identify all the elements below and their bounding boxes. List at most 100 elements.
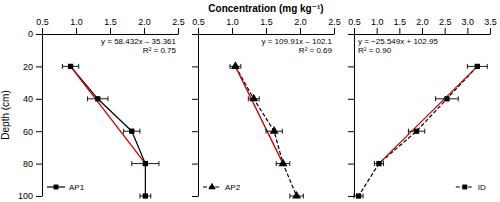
y-tick-mark [36, 196, 42, 197]
x-tick-label: 3.5 [484, 17, 497, 27]
y-tick-mark [348, 196, 354, 197]
y-tick-mark [192, 164, 198, 165]
x-tick-mark [144, 28, 145, 34]
legend-entry: ID [456, 183, 486, 192]
x-tick: 2.0 [294, 17, 307, 34]
legend-label: AP2 [225, 183, 241, 192]
y-tick [348, 164, 354, 165]
error-bars [230, 64, 303, 199]
y-axis-line [198, 35, 199, 197]
error-bars [354, 64, 487, 199]
lines [235, 66, 296, 196]
x-tick: 1.5 [104, 17, 117, 34]
panel: 0.51.01.52.02.5Concentration (mg kg⁻¹)y … [192, 3, 341, 199]
markers [356, 64, 480, 199]
y-tick-mark [192, 196, 198, 197]
legend-label: ID [478, 183, 486, 192]
y-tick [348, 34, 354, 35]
y-tick-label: 80 [23, 159, 33, 169]
y-tick [192, 34, 198, 35]
x-tick: 1.5 [394, 17, 407, 34]
x-tick-mark [445, 28, 446, 34]
error-bar [132, 161, 159, 166]
x-tick-label: 1.0 [371, 17, 384, 27]
y-tick-label: 60 [23, 127, 33, 137]
y-tick-mark [36, 131, 42, 132]
error-bar [467, 64, 487, 69]
x-tick: 2.5 [439, 17, 452, 34]
x-tick-mark [354, 28, 355, 34]
x-tick-label: 1.0 [70, 17, 83, 27]
x-tick-mark [198, 28, 199, 34]
point [231, 61, 240, 69]
legend-label: AP1 [69, 183, 85, 192]
x-tick-label: 2.5 [172, 17, 185, 27]
annotation: R² = 0.69 [299, 46, 333, 55]
x-axis: 0.51.01.52.02.5 [192, 17, 341, 35]
annotation: y = 58.432x – 35.361 [101, 37, 177, 46]
y-tick [192, 99, 198, 100]
panel: 0.51.01.52.02.53.03.5y = −25.549x + 102.… [348, 17, 497, 199]
x-tick-mark [467, 28, 468, 34]
y-tick: 80 [23, 159, 42, 169]
x-tick-label: 2.5 [439, 17, 452, 27]
point [356, 193, 361, 198]
error-bar [140, 194, 151, 199]
error-bar [124, 129, 140, 134]
y-tick [348, 66, 354, 67]
y-tick-label: 0 [28, 29, 33, 39]
lines [71, 66, 146, 196]
point [279, 158, 288, 166]
markers [68, 64, 148, 199]
x-tick-label: 2.5 [328, 17, 341, 27]
y-tick-label: 100 [18, 191, 33, 201]
x-tick-mark [422, 28, 423, 34]
y-tick: 60 [23, 127, 42, 137]
x-tick-label: 1.5 [394, 17, 407, 27]
x-tick: 0.5 [348, 17, 361, 34]
x-tick: 0.5 [192, 17, 205, 34]
x-tick: 1.0 [371, 17, 384, 34]
error-bar [408, 129, 424, 134]
y-axis: 020406080100 [18, 29, 43, 201]
x-tick-label: 2.0 [138, 17, 151, 27]
legend-marker [54, 185, 59, 190]
x-tick-label: 2.0 [416, 17, 429, 27]
y-tick-mark [192, 131, 198, 132]
x-tick: 2.0 [416, 17, 429, 34]
annotation: R² = 0.75 [143, 46, 177, 55]
x-tick-mark [334, 28, 335, 34]
x-tick-mark [377, 28, 378, 34]
y-tick [348, 196, 354, 197]
x-tick-label: 1.5 [104, 17, 117, 27]
series-line [71, 66, 146, 196]
y-tick-mark [36, 164, 42, 165]
x-tick: 1.0 [70, 17, 83, 34]
y-tick-mark [36, 34, 42, 35]
point [292, 191, 301, 199]
point [376, 161, 381, 166]
error-bar [436, 96, 459, 101]
x-tick-mark [110, 28, 111, 34]
x-axis-line [199, 34, 335, 35]
markers [231, 61, 301, 198]
y-axis-title: Depth (cm) [0, 90, 11, 139]
y-tick-mark [348, 34, 354, 35]
legend: AP1 [47, 183, 85, 192]
legend: AP2 [203, 183, 241, 192]
lines [359, 66, 478, 196]
point [143, 161, 148, 166]
y-tick-mark [192, 99, 198, 100]
y-tick: 0 [28, 29, 42, 39]
regression-line [379, 66, 477, 163]
x-tick-label: 0.5 [192, 17, 205, 27]
x-tick-label: 3.0 [462, 17, 475, 27]
x-tick-mark [42, 28, 43, 34]
y-tick-label: 20 [23, 62, 33, 72]
series-line [235, 66, 296, 196]
legend-marker [208, 183, 215, 189]
x-tick: 1.5 [260, 17, 273, 34]
y-tick-mark [348, 99, 354, 100]
x-tick: 2.0 [138, 17, 151, 34]
x-tick: 2.5 [328, 17, 341, 34]
